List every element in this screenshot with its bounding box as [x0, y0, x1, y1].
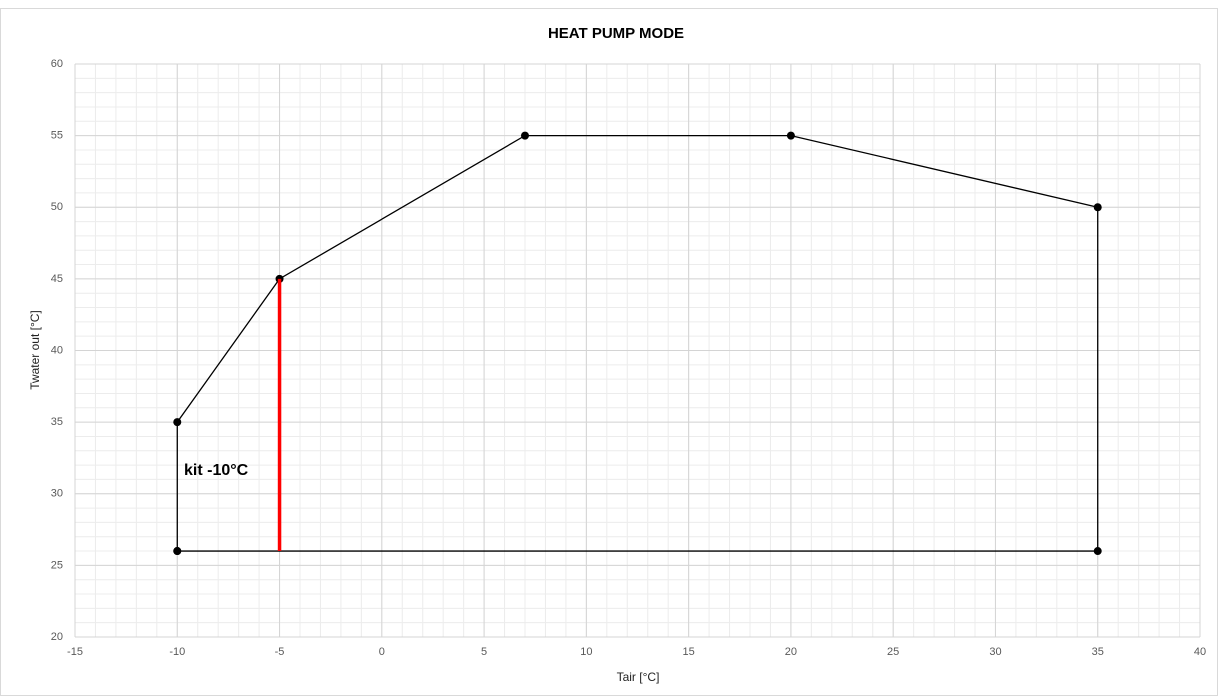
x-tick-label: 35 — [1092, 646, 1104, 658]
x-tick-label: 25 — [887, 646, 899, 658]
y-tick-label: 45 — [51, 273, 63, 285]
y-axis-label: Twater out [°C] — [28, 310, 42, 390]
data-point — [173, 418, 182, 427]
x-tick-label: 15 — [683, 646, 695, 658]
x-tick-label: -5 — [275, 646, 285, 658]
y-tick-label: 40 — [51, 344, 63, 356]
x-axis-label: Tair [°C] — [617, 670, 660, 684]
y-tick-label: 20 — [51, 631, 63, 643]
data-point — [786, 131, 795, 140]
series-line — [176, 134, 1099, 552]
y-tick-label: 30 — [51, 488, 63, 500]
chart-border — [0, 8, 1218, 696]
x-tick-label: -15 — [67, 646, 83, 658]
chart-title: HEAT PUMP MODE — [548, 25, 684, 42]
y-tick-label: 60 — [51, 58, 63, 70]
data-point — [173, 547, 182, 556]
x-tick-label: 30 — [989, 646, 1001, 658]
y-tick-label: 25 — [51, 559, 63, 571]
y-tick-label: 50 — [51, 201, 63, 213]
x-tick-label: -10 — [169, 646, 185, 658]
data-point — [1093, 547, 1102, 556]
y-tick-label: 55 — [51, 130, 63, 142]
data-point — [1093, 203, 1102, 212]
x-tick-label: 10 — [580, 646, 592, 658]
y-tick-label: 35 — [51, 416, 63, 428]
x-tick-label: 20 — [785, 646, 797, 658]
annotation: kit -10°C — [184, 462, 249, 479]
data-point — [521, 131, 529, 140]
x-tick-label: 5 — [481, 646, 487, 658]
x-tick-label: 0 — [379, 646, 385, 658]
x-tick-label: 40 — [1194, 646, 1206, 658]
